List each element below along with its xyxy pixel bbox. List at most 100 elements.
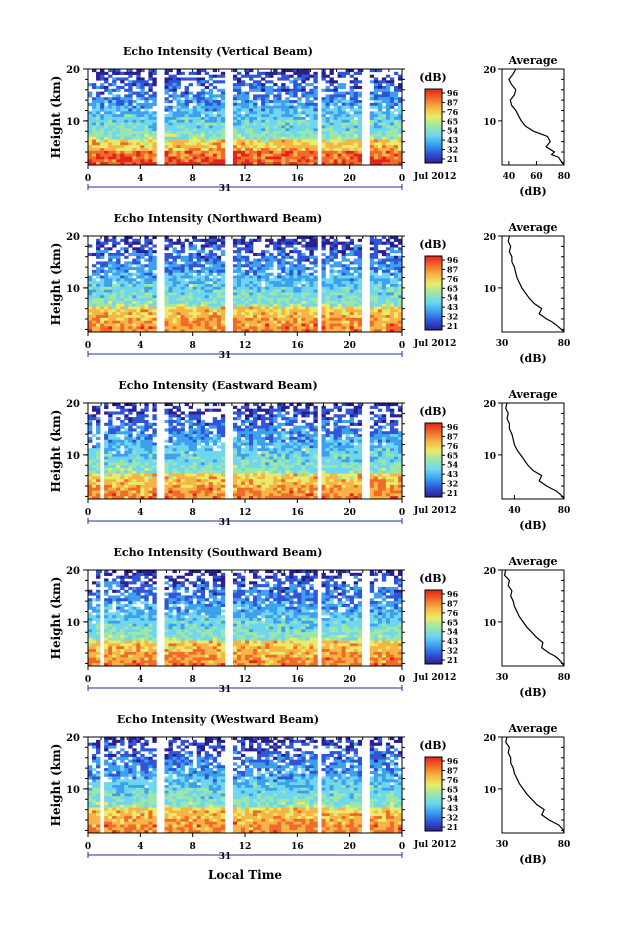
heatmap-cell [309,281,314,285]
heatmap-cell [373,434,379,438]
heatmap-cell [124,436,129,440]
heatmap-cell [369,434,375,438]
heatmap-cell [341,153,346,157]
heatmap-cell [180,117,185,121]
heatmap-cell [136,139,141,143]
heatmap-cell [144,133,149,138]
heatmap-cell [148,267,153,271]
heatmap-cell [325,238,330,242]
heatmap-cell [297,128,302,132]
heatmap-cell [253,74,258,78]
heatmap-cell [92,156,97,160]
heatmap-cell [240,159,246,163]
heatmap-cell [196,102,202,106]
heatmap-cell [128,329,133,333]
heatmap-cell [333,298,338,302]
heatmap-cell [220,133,226,138]
heatmap-cell [216,269,222,273]
heatmap-cell [216,136,222,140]
heatmap-cell [144,153,149,157]
heatmap-cell [164,83,169,87]
heatmap-cell [216,289,222,293]
heatmap-cell [397,125,403,129]
heatmap-cell [261,128,266,132]
heatmap-cell [128,150,133,154]
heatmap-cell [148,272,153,276]
heatmap-cell [385,108,391,112]
heatmap-cell [200,83,206,87]
heatmap-cell [200,153,206,157]
heatmap-cell [176,255,181,259]
heatmap-cell [301,300,306,305]
heatmap-cell [144,114,149,118]
heatmap-cell [168,264,173,268]
heatmap-cell [112,159,117,163]
heatmap-cell [152,69,157,73]
heatmap-cell [293,436,298,440]
heatmap-cell [261,258,266,262]
heatmap-cell [188,83,193,87]
heatmap-cell [349,422,354,426]
heatmap-cell [220,278,226,282]
heatmap-cell [212,159,218,163]
heatmap-cell [273,247,278,251]
heatmap-cell [357,286,363,290]
heatmap-cell [377,261,383,265]
heatmap-cell [172,83,177,87]
heatmap-cell [397,405,403,409]
heatmap-cell [305,295,310,299]
heatmap-cell [188,71,193,75]
heatmap-cell [192,100,197,104]
heatmap-cell [116,300,121,305]
heatmap-cell [168,131,173,135]
heatmap-cell [200,119,206,123]
heatmap-cell [148,284,153,288]
heatmap-cell [240,264,246,268]
heatmap-cell [321,133,326,138]
heatmap-cell [120,309,125,313]
heatmap-cell [180,326,185,330]
heatmap-cell [96,125,101,129]
heatmap-cell [164,281,169,285]
heatmap-cell [236,258,242,262]
heatmap-cell [116,425,121,429]
heatmap-cell [277,303,282,307]
heatmap-cell [313,431,318,435]
heatmap-cell [281,108,286,112]
heatmap-cell [309,125,314,129]
heatmap-cell [112,284,117,288]
heatmap-cell [184,269,189,273]
heatmap-cell [212,289,218,293]
heatmap-cell [325,411,330,415]
heatmap-cell [116,97,121,101]
heatmap-cell [176,405,181,409]
heatmap-cell [257,434,262,438]
heatmap-cell [104,133,109,138]
heatmap-cell [337,312,342,316]
heatmap-cell [168,122,173,126]
heatmap-cell [321,278,326,282]
heatmap-cell [309,303,314,307]
heatmap-cell [164,284,169,288]
heatmap-cell [273,150,278,154]
heatmap-cell [309,122,314,126]
heatmap-cell [305,303,310,307]
heatmap-cell [333,102,338,106]
heatmap-cell [232,97,238,101]
heatmap-cell [273,133,278,138]
heatmap-cell [249,142,254,146]
heatmap-cell [261,419,266,424]
heatmap-cell [104,247,109,251]
heatmap-cell [253,431,258,435]
heatmap-cell [269,241,274,245]
heatmap-cell [88,145,93,149]
heatmap-cell [377,145,383,149]
heatmap-cell [357,428,363,432]
heatmap-cell [313,261,318,265]
heatmap-cell [112,312,117,316]
heatmap-cell [176,83,181,87]
heatmap-cell [357,102,363,106]
heatmap-cell [281,275,286,279]
heatmap-cell [184,148,189,152]
heatmap-cell [120,298,125,302]
